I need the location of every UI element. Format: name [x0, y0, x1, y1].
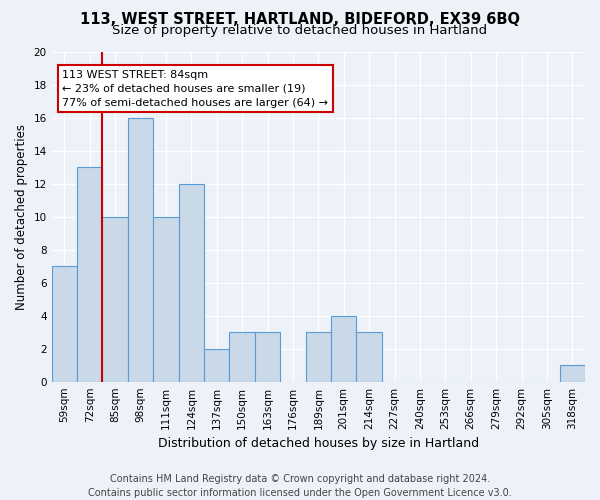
Text: 113 WEST STREET: 84sqm
← 23% of detached houses are smaller (19)
77% of semi-det: 113 WEST STREET: 84sqm ← 23% of detached… [62, 70, 328, 108]
Bar [305, 332, 331, 382]
Bar [356, 332, 382, 382]
Bar [77, 167, 103, 382]
Text: 113, WEST STREET, HARTLAND, BIDEFORD, EX39 6BQ: 113, WEST STREET, HARTLAND, BIDEFORD, EX… [80, 12, 520, 28]
Bar [204, 348, 229, 382]
Text: Size of property relative to detached houses in Hartland: Size of property relative to detached ho… [112, 24, 488, 37]
X-axis label: Distribution of detached houses by size in Hartland: Distribution of detached houses by size … [158, 437, 479, 450]
Text: Contains HM Land Registry data © Crown copyright and database right 2024.
Contai: Contains HM Land Registry data © Crown c… [88, 474, 512, 498]
Bar [229, 332, 255, 382]
Bar [179, 184, 204, 382]
Y-axis label: Number of detached properties: Number of detached properties [15, 124, 28, 310]
Bar [128, 118, 153, 382]
Bar [52, 266, 77, 382]
Bar [331, 316, 356, 382]
Bar [255, 332, 280, 382]
Bar [560, 365, 585, 382]
Bar [153, 216, 179, 382]
Bar [103, 216, 128, 382]
